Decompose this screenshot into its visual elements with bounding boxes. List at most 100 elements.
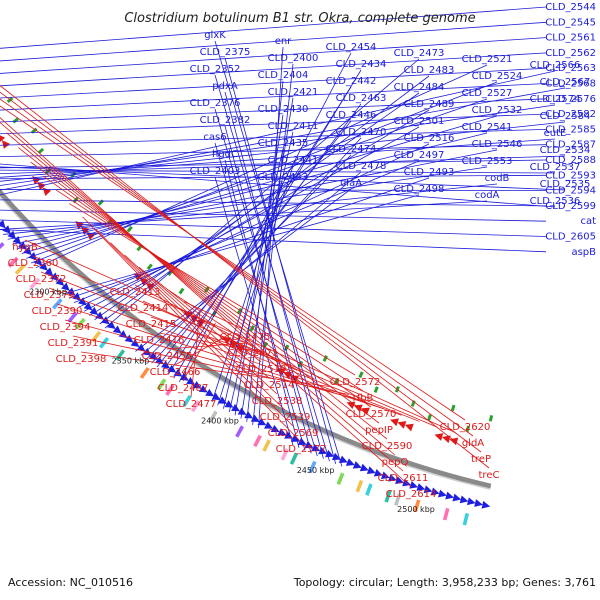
forward-gene-arrow xyxy=(205,388,215,397)
gene-marker xyxy=(465,425,471,433)
leader-line xyxy=(55,189,364,392)
map-title: Clostridium botulinum B1 str. Okra, comp… xyxy=(124,11,475,26)
forward-gene-arrow xyxy=(55,277,65,286)
forward-gene-arrow xyxy=(89,306,99,316)
forward-gene-arrow xyxy=(124,334,134,343)
gene-label-forward: CLD_2535 xyxy=(540,179,591,190)
gene-label-reverse: CLD_2477 xyxy=(166,399,217,410)
leader-line xyxy=(151,137,362,364)
reverse-gene-arrow xyxy=(183,310,193,319)
leader-line xyxy=(0,209,547,222)
gene-label-forward: CLD_2442 xyxy=(326,76,377,87)
leader-line xyxy=(124,254,278,395)
gene-label-forward: CLD_2568 xyxy=(545,79,596,90)
gene-label-forward: CLD_2434 xyxy=(336,59,387,70)
leader-line xyxy=(0,166,566,191)
gene-label-forward: CLD_2562 xyxy=(545,48,596,59)
gene-label-reverse: treC xyxy=(479,470,500,481)
forward-gene-arrow xyxy=(352,461,362,469)
gene-label-forward: CLD_2435 xyxy=(258,138,309,149)
gene-marker xyxy=(126,225,133,233)
gene-label-reverse: CLD_2379 xyxy=(24,290,75,301)
cog-category-bar xyxy=(182,394,192,407)
forward-gene-arrow xyxy=(264,421,274,429)
gene-label-forward: CLD_2516 xyxy=(404,133,455,144)
leader-line xyxy=(6,132,396,456)
leader-line xyxy=(178,52,352,382)
gene-marker xyxy=(488,415,494,422)
genome-backbone xyxy=(0,188,492,489)
leader-line xyxy=(26,98,488,259)
gene-label-reverse: CLD_2538 xyxy=(252,396,303,407)
gene-label-forward: enr xyxy=(275,36,292,47)
leader-line xyxy=(214,176,294,446)
forward-gene-arrow xyxy=(437,489,447,498)
leader-line xyxy=(96,229,294,427)
gene-label-reverse: CLD_2390 xyxy=(32,306,83,317)
cog-category-bar xyxy=(262,439,271,452)
forward-gene-arrow xyxy=(474,499,483,507)
gene-label-forward: cat xyxy=(580,216,596,227)
reverse-gene-arrow xyxy=(390,418,399,427)
leader-line xyxy=(0,117,412,488)
gene-label-forward: aspB xyxy=(571,247,596,258)
gene-label-reverse: pepIP xyxy=(365,425,393,436)
gene-label-forward: CLD_2605 xyxy=(545,232,596,243)
gene-label-forward: CLD_2567 xyxy=(540,77,591,88)
leader-line xyxy=(64,319,367,403)
leader-line xyxy=(0,199,547,207)
gene-label-forward: CLD_2470 xyxy=(336,127,387,138)
forward-gene-arrow xyxy=(270,424,280,432)
gene-label-reverse: CLD_2471 xyxy=(228,348,279,359)
forward-gene-arrow xyxy=(17,241,27,250)
reverse-gene-arrow xyxy=(449,437,459,446)
gene-label-forward: CLD_2498 xyxy=(394,184,445,195)
leader-line xyxy=(0,85,490,469)
leader-line xyxy=(78,143,430,308)
leader-line xyxy=(104,58,420,329)
cog-category-bar xyxy=(442,507,450,521)
forward-gene-arrow xyxy=(409,481,419,489)
forward-gene-arrow xyxy=(112,325,122,334)
leader-line xyxy=(7,166,488,240)
gene-label-forward: ulaA xyxy=(340,178,362,189)
gene-label-forward: CLD_2376 xyxy=(190,98,241,109)
cog-category-bar xyxy=(413,499,421,512)
forward-gene-arrow xyxy=(50,272,59,281)
forward-gene-arrow xyxy=(192,381,202,389)
gene-label-forward: CLD_2484 xyxy=(394,82,445,93)
leader-line xyxy=(0,169,556,174)
gene-label-forward: CLD_2553 xyxy=(462,156,513,167)
leader-line xyxy=(158,332,265,353)
leader-line xyxy=(0,229,547,253)
gene-marker xyxy=(373,386,379,393)
cog-category-bar xyxy=(191,400,201,413)
leader-line xyxy=(0,219,547,237)
forward-gene-arrow xyxy=(179,373,189,381)
leader-line xyxy=(110,242,286,411)
label-leader-lines xyxy=(0,6,566,488)
forward-gene-arrow xyxy=(198,384,208,393)
forward-gene-arrow xyxy=(359,463,369,472)
leader-line xyxy=(0,37,547,74)
leader-line xyxy=(0,91,482,453)
gene-label-reverse: CLD_2611 xyxy=(378,473,429,484)
cog-category-bar xyxy=(165,383,175,396)
forward-gene-arrow xyxy=(395,476,404,484)
kbp-ticks: 2500 kbp 2450 kbp 2400 kbp 2350 kbp 2300 kbp… xyxy=(29,287,435,514)
forward-gene-arrow xyxy=(244,411,254,419)
gene-label-reverse: CLD_2487 xyxy=(158,383,209,394)
gene-label-reverse: CLD_2590 xyxy=(362,441,413,452)
leader-line xyxy=(0,163,556,208)
forward-gene-arrow xyxy=(459,495,469,504)
gene-label-reverse: CLD_2569 xyxy=(268,428,319,439)
forward-gene-arrow xyxy=(231,403,241,412)
leader-line xyxy=(162,103,362,371)
gene-marker xyxy=(236,307,243,315)
reverse-gene-arrow xyxy=(353,404,363,413)
gene-label-forward: CLD_2537 xyxy=(530,162,581,173)
gene-label-forward: CLD_2546 xyxy=(472,139,523,150)
leader-line xyxy=(80,351,332,388)
forward-gene-arrow xyxy=(224,400,234,408)
